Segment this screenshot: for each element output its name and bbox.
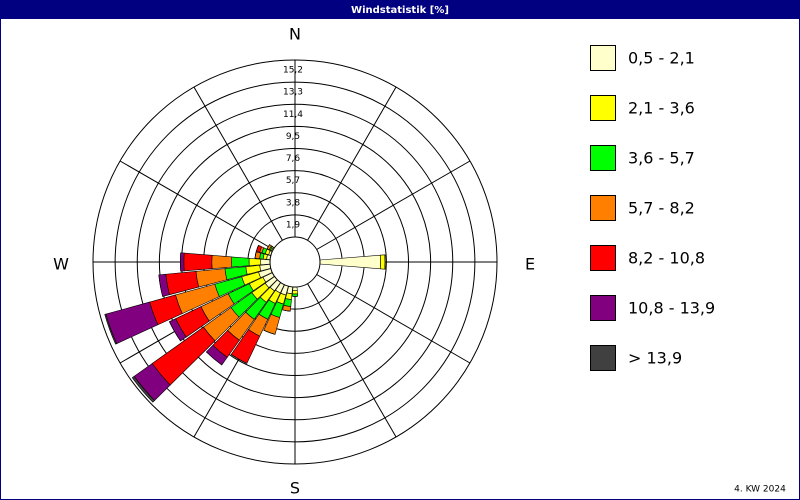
wedge-segment: [131, 375, 155, 403]
legend-swatch: [590, 345, 616, 371]
y-tick-label: 15,2: [283, 66, 303, 76]
legend-swatch: [590, 45, 616, 71]
chart-title: Windstatistik [%]: [351, 5, 449, 16]
wedge-segment: [180, 252, 185, 272]
y-tick-label: 9,5: [286, 132, 300, 142]
footnote: 4. KW 2024: [734, 485, 786, 495]
y-tick-label: 1,9: [286, 220, 301, 230]
grid-ring: [136, 103, 454, 421]
legend-swatch: [590, 245, 616, 271]
legend-label: 3,6 - 5,7: [628, 149, 695, 168]
legend-swatch: [590, 295, 616, 321]
compass-label: S: [290, 479, 300, 498]
wedge-segment: [248, 257, 262, 267]
legend-label: 5,7 - 8,2: [628, 199, 695, 218]
wedge-segment: [211, 255, 233, 269]
wedge-segment: [379, 254, 386, 270]
legend-label: 0,5 - 2,1: [628, 49, 695, 68]
legend-label: 10,8 - 13,9: [628, 299, 715, 318]
grid-ring: [114, 81, 476, 443]
legend-label: > 13,9: [628, 349, 682, 368]
wedge-segment: [292, 290, 298, 295]
legend: 0,5 - 2,1 2,1 - 3,6 3,6 - 5,7 5,7 - 8,2 8,2 …: [590, 45, 715, 371]
compass-label: N: [289, 25, 301, 44]
wedge-segment: [231, 256, 250, 268]
compass-label: W: [53, 255, 69, 274]
legend-swatch: [590, 145, 616, 171]
legend-label: 8,2 - 10,8: [628, 249, 705, 268]
wedges: [104, 236, 386, 403]
wedge-segment: [266, 244, 270, 249]
wedge-segment: [104, 313, 118, 345]
y-tick-label: 3,8: [286, 198, 301, 208]
legend-swatch: [590, 195, 616, 221]
grid: [92, 59, 498, 465]
wedge-segment: [183, 252, 213, 272]
wedge-segment: [158, 274, 163, 297]
legend-label: 2,1 - 3,6: [628, 99, 695, 118]
y-tick-label: 13,3: [283, 88, 303, 98]
compass-label: E: [525, 255, 535, 274]
overlay: 1,9 3,8 5,7 7,6 9,5 11,4 13,3 15,2: [283, 66, 303, 231]
calm-circle: [269, 236, 321, 288]
wedge-segment: [260, 258, 271, 266]
legend-swatch: [590, 95, 616, 121]
title-bar: [0, 0, 800, 19]
grid-ring: [92, 59, 498, 465]
y-tick-label: 11,4: [283, 110, 303, 120]
y-tick-label: 7,6: [286, 154, 301, 164]
grid-ring: [158, 125, 432, 399]
wedge-segment: [263, 329, 276, 335]
y-tick-label: 5,7: [286, 176, 300, 186]
wedge-segment: [169, 321, 181, 342]
wedge-segment: [291, 293, 299, 297]
